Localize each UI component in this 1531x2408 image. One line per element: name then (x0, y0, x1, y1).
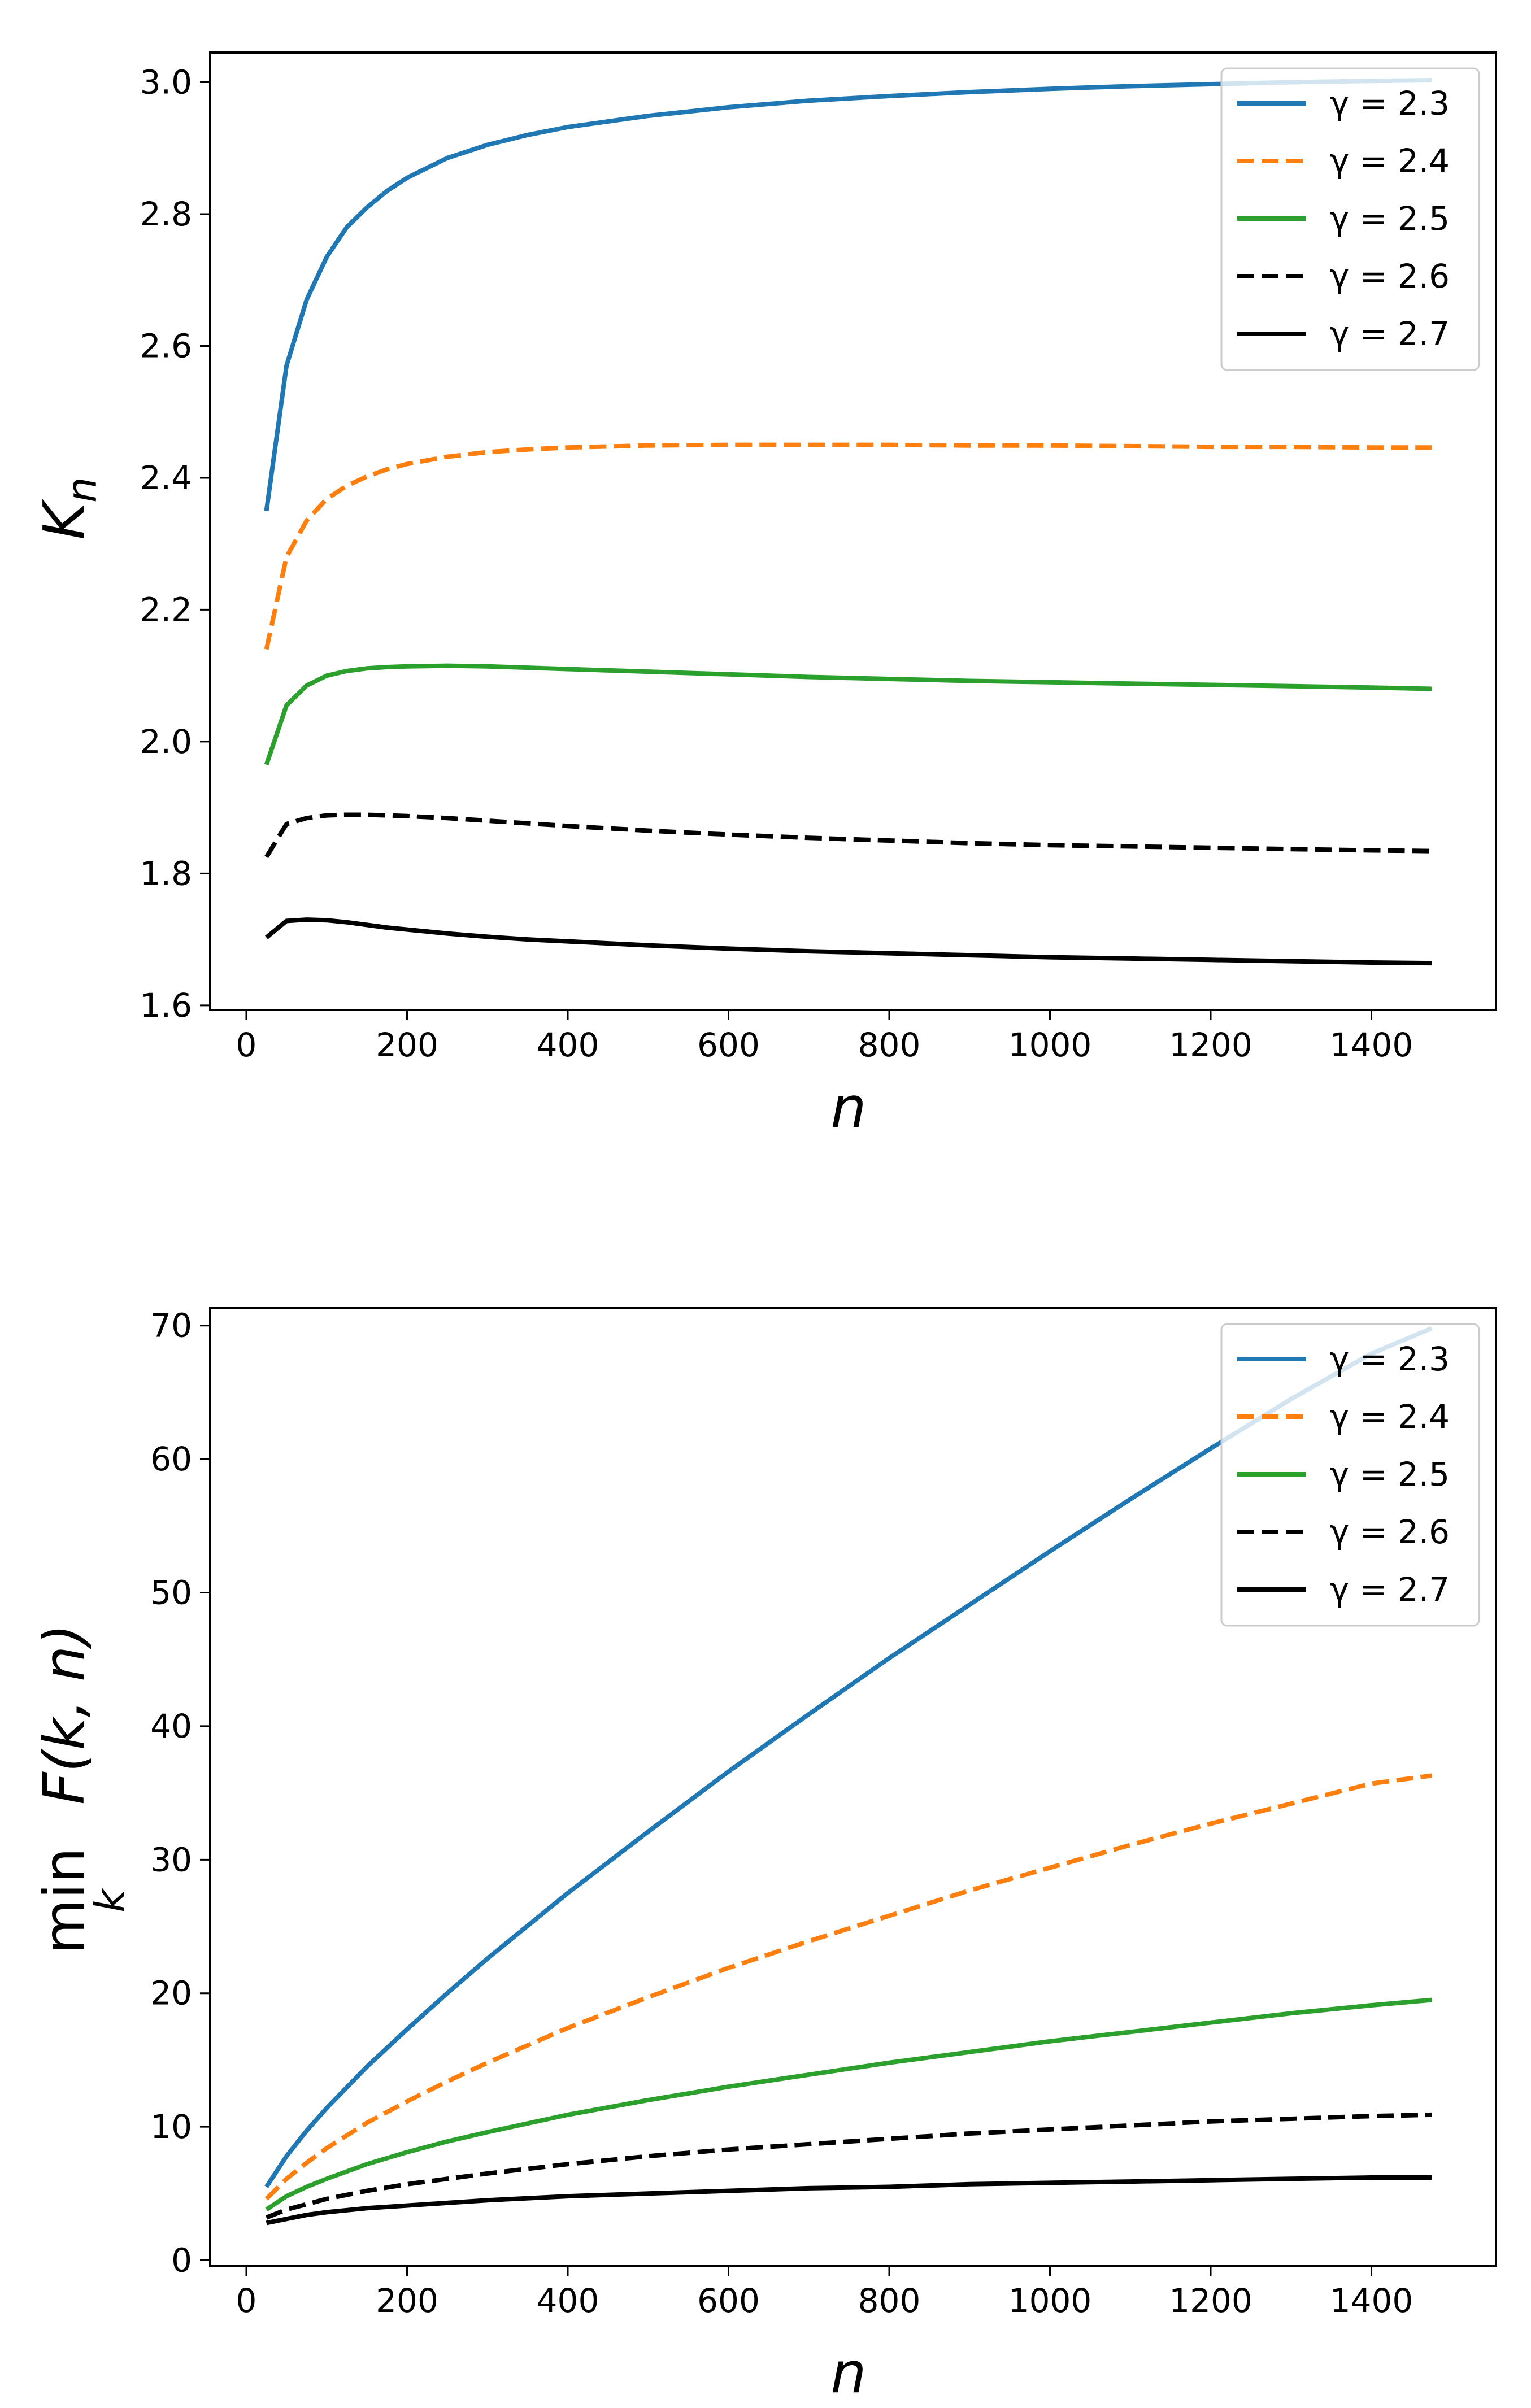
top-series-line-5 (265, 917, 1432, 966)
top-axes-frame (209, 51, 1497, 1011)
bottom-x-tick-label: 600 (697, 2281, 760, 2320)
top-x-tick-label: 1400 (1330, 1026, 1413, 1064)
bottom-series-line-4 (266, 2112, 1432, 2220)
bottom-legend-label-1: γ = 2.3 (1330, 1340, 1450, 1378)
bottom-legend-label-4: γ = 2.6 (1330, 1513, 1450, 1551)
bottom-y-tick-label: 70 (150, 1307, 192, 1345)
top-series-layer (264, 78, 1432, 966)
top-legend-label-3: γ = 2.5 (1330, 199, 1450, 238)
top-legend: γ = 2.3 γ = 2.4 γ = 2.5 γ = 2.6 γ = 2.7 (1220, 67, 1480, 371)
top-y-tick-label: 2.4 (140, 459, 192, 497)
bottom-x-tick-label: 400 (537, 2281, 599, 2320)
top-legend-label-4: γ = 2.6 (1330, 257, 1450, 295)
bottom-y-axis-label: min k F(k, n) (31, 1624, 134, 1954)
bottom-series-line-3 (265, 1997, 1432, 2212)
bottom-legend-label-5: γ = 2.7 (1330, 1570, 1450, 1609)
bottom-y-tick-label: 50 (150, 1574, 192, 1612)
bottom-ticks-layer: 0 200 400 600 800 1000 1200 1400 0 10 20 30 40 50 60 70 (150, 1307, 1413, 2320)
top-y-axis-label-main: K (31, 499, 97, 540)
top-series-line-4 (264, 812, 1432, 859)
bottom-y-axis-label-expression: F(k, n) (31, 1624, 97, 1805)
top-y-tick-label: 2.2 (140, 590, 192, 629)
top-y-axis-label: Kn (31, 477, 106, 539)
top-x-tick-label: 600 (697, 1026, 760, 1064)
bottom-series-layer (264, 1326, 1433, 2226)
top-y-axis-label-subscript: n (58, 477, 106, 503)
bottom-y-tick-label: 60 (150, 1440, 192, 1478)
bottom-x-tick-label: 0 (236, 2281, 257, 2320)
bottom-y-tick-label: 40 (150, 1707, 192, 1745)
top-legend-label-5: γ = 2.7 (1330, 315, 1450, 353)
chart-bottom: 0 200 400 600 800 1000 1200 1400 0 10 20 30 40 50 60 70… (31, 1307, 1497, 2406)
bottom-x-tick-label: 1200 (1169, 2281, 1252, 2320)
bottom-axes-frame (209, 1307, 1497, 2267)
top-y-tick-label: 1.6 (140, 986, 192, 1025)
bottom-y-axis-label-min: min (31, 1848, 97, 1954)
top-y-tick-label: 3.0 (140, 63, 192, 102)
top-series-line-2 (264, 442, 1432, 650)
top-x-tick-label: 1000 (1008, 1026, 1092, 1064)
bottom-x-tick-label: 200 (376, 2281, 438, 2320)
bottom-y-tick-label: 0 (171, 2241, 192, 2280)
top-series-line-3 (264, 663, 1432, 765)
bottom-y-tick-label: 20 (150, 1974, 192, 2013)
top-x-axis-label: n (830, 1074, 866, 1140)
top-legend-box (1220, 67, 1480, 371)
bottom-legend: γ = 2.3 γ = 2.4 γ = 2.5 γ = 2.6 γ = 2.7 (1220, 1323, 1480, 1627)
top-legend-label-1: γ = 2.3 (1330, 84, 1450, 123)
chart-top: 0 200 400 600 800 1000 1200 1400 1.6 1.8 2.0 2.2 2.4… (31, 51, 1497, 1140)
top-series-line-1 (264, 78, 1432, 511)
bottom-series-line-1 (264, 1326, 1433, 2188)
bottom-legend-label-2: γ = 2.4 (1330, 1397, 1450, 1436)
top-x-tick-label: 800 (858, 1026, 921, 1064)
bottom-x-tick-label: 800 (858, 2281, 921, 2320)
top-y-tick-label: 2.6 (140, 326, 192, 365)
top-y-tick-label: 2.8 (140, 195, 192, 233)
bottom-legend-label-3: γ = 2.5 (1330, 1455, 1450, 1493)
bottom-x-axis-label: n (830, 2340, 866, 2406)
bottom-x-tick-label: 1400 (1330, 2281, 1413, 2320)
bottom-y-axis-label-subscript: k (86, 1887, 134, 1913)
top-ticks-layer: 0 200 400 600 800 1000 1200 1400 1.6 1.8 2.0 2.2 2.4… (140, 63, 1413, 1064)
bottom-y-tick-label: 30 (150, 1840, 192, 1879)
top-x-tick-label: 200 (376, 1026, 438, 1064)
bottom-series-line-5 (266, 2175, 1432, 2226)
bottom-y-tick-label: 10 (150, 2107, 192, 2146)
top-x-tick-label: 1200 (1169, 1026, 1252, 1064)
top-y-tick-label: 1.8 (140, 854, 192, 892)
bottom-series-line-2 (264, 1773, 1432, 2201)
bottom-legend-box (1220, 1323, 1480, 1627)
top-legend-label-2: γ = 2.4 (1330, 142, 1450, 180)
bottom-x-tick-label: 1000 (1008, 2281, 1092, 2320)
top-x-tick-label: 0 (236, 1026, 257, 1064)
top-x-tick-label: 400 (537, 1026, 599, 1064)
top-y-tick-label: 2.0 (140, 722, 192, 761)
